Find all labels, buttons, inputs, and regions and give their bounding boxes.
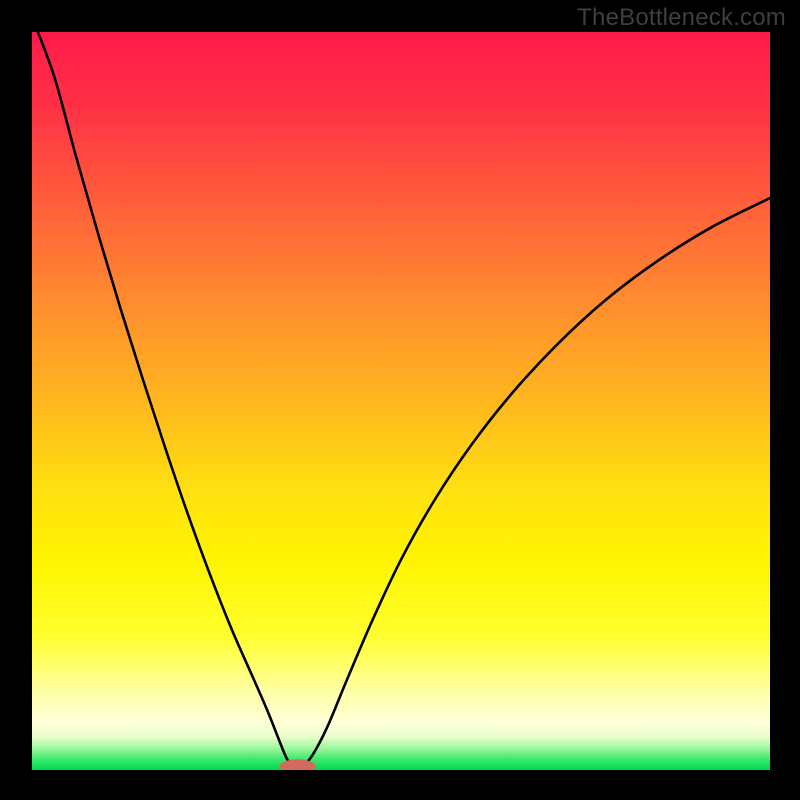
chart-frame: TheBottleneck.com bbox=[0, 0, 800, 800]
minimum-marker bbox=[280, 759, 316, 773]
gradient-background bbox=[32, 32, 770, 770]
chart-svg bbox=[0, 0, 800, 800]
watermark-text: TheBottleneck.com bbox=[577, 4, 786, 32]
